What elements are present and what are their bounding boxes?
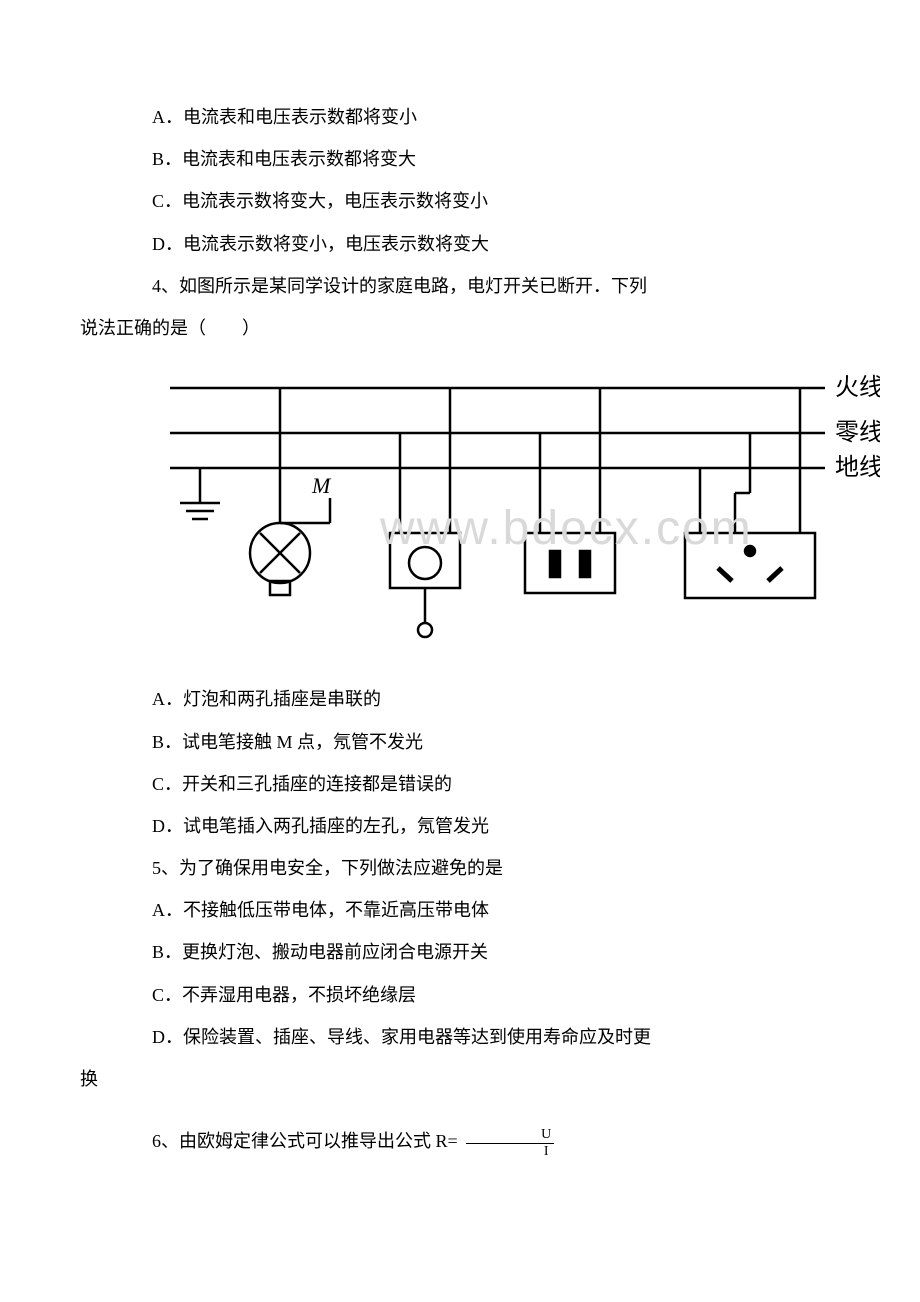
q3-option-d: D．电流表示数将变小，电压表示数将变大: [80, 227, 840, 261]
q5-option-a: A．不接触低压带电体，不靠近高压带电体: [80, 893, 840, 927]
label-m: M: [311, 473, 332, 498]
fraction-numerator: U: [466, 1127, 554, 1143]
q4-option-d: D．试电笔插入两孔插座的左孔，氖管发光: [80, 809, 840, 843]
q5-option-c: C．不弄湿用电器，不损坏绝缘层: [80, 978, 840, 1012]
q5-option-b: B．更换灯泡、搬动电器前应闭合电源开关: [80, 935, 840, 969]
label-neutral: 零线: [835, 419, 880, 446]
q4-stem-line2: 说法正确的是（ ）: [80, 311, 840, 345]
q3-option-b: B．电流表和电压表示数都将变大: [80, 142, 840, 176]
q4-stem-line1: 4、如图所示是某同学设计的家庭电路，电灯开关已断开．下列: [80, 269, 840, 303]
circuit-diagram: www.bdocx.com: [120, 363, 840, 664]
q5-option-d-line1: D．保险装置、插座、导线、家用电器等达到使用寿命应及时更: [80, 1020, 840, 1054]
q5-option-d-line2: 换: [80, 1062, 840, 1096]
label-ground: 地线: [835, 454, 880, 481]
q6-stem: 6、由欧姆定律公式可以推导出公式 R= U I: [80, 1124, 840, 1159]
q3-option-c: C．电流表示数将变大，电压表示数将变小: [80, 184, 840, 218]
q4-option-c: C．开关和三孔插座的连接都是错误的: [80, 767, 840, 801]
q5-stem: 5、为了确保用电安全，下列做法应避免的是: [80, 851, 840, 885]
q3-option-a: A．电流表和电压表示数都将变小: [80, 100, 840, 134]
fraction-ui: U I: [466, 1127, 554, 1159]
q6-stem-text: 6、由欧姆定律公式可以推导出公式 R=: [152, 1131, 458, 1151]
circuit-svg: 火线 零线 地线 M: [120, 363, 880, 653]
label-fire: 火线: [835, 374, 880, 401]
fraction-denominator: I: [466, 1144, 554, 1159]
q4-option-a: A．灯泡和两孔插座是串联的: [80, 682, 840, 716]
q4-option-b: B．试电笔接触 M 点，氖管不发光: [80, 725, 840, 759]
